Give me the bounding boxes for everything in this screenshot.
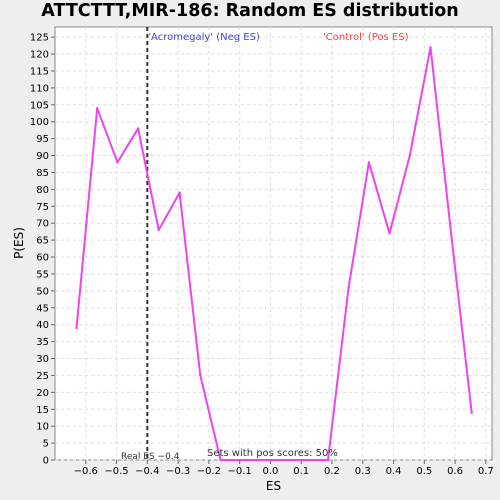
data-point xyxy=(347,286,350,289)
grid xyxy=(55,27,492,461)
y-tick-label: 55 xyxy=(36,269,49,280)
x-tick-label: −0.6 xyxy=(74,466,98,477)
series-points xyxy=(75,46,473,462)
y-tick-label: 20 xyxy=(36,388,49,399)
y-tick-label: 80 xyxy=(36,185,49,196)
y-tick-label: 60 xyxy=(36,253,49,264)
x-tick-label: 0.1 xyxy=(293,466,309,477)
data-point xyxy=(199,374,202,377)
x-tick-label: −0.2 xyxy=(197,466,221,477)
data-point xyxy=(75,326,78,330)
y-tick-label: 45 xyxy=(36,303,49,314)
x-tick-label: −0.3 xyxy=(166,466,190,477)
data-point xyxy=(178,191,181,194)
pos-es-label: 'Control' (Pos ES) xyxy=(323,32,409,43)
data-point xyxy=(429,46,432,49)
y-tick-label: 50 xyxy=(36,286,49,297)
data-point xyxy=(388,232,391,235)
x-tick-label: 0.6 xyxy=(447,466,463,477)
neg-es-label: 'Acromegaly' (Neg ES) xyxy=(148,32,260,43)
y-tick-label: 75 xyxy=(36,202,49,213)
y-tick-label: 85 xyxy=(36,168,49,179)
x-tick-label: 0.5 xyxy=(416,466,432,477)
data-point xyxy=(408,154,412,157)
y-tick-label: 110 xyxy=(30,83,49,94)
x-tick-label: 0.2 xyxy=(324,466,340,477)
data-point xyxy=(367,161,371,164)
y-tick-label: 40 xyxy=(36,320,49,331)
y-tick-label: 125 xyxy=(30,33,49,44)
data-point xyxy=(116,161,119,164)
x-tick-label: −0.4 xyxy=(135,466,159,477)
y-tick-label: 35 xyxy=(36,337,49,348)
data-point xyxy=(219,458,222,462)
y-tick-label: 25 xyxy=(36,371,49,382)
x-axis: −0.6 −0.5 −0.4 −0.3 −0.2 −0.1 0.0 0.1 0.2 0.3 0.4 0… xyxy=(74,460,494,477)
data-point xyxy=(449,232,453,235)
pos-scores-label: Sets with pos scores: 50% xyxy=(207,448,338,459)
real-es-label: Real ES −0.4 xyxy=(121,452,180,462)
x-tick-label: 0.7 xyxy=(478,466,494,477)
x-axis-label: ES xyxy=(266,479,281,493)
y-axis-label: P(ES) xyxy=(12,227,26,259)
data-point xyxy=(470,411,473,414)
data-point xyxy=(95,106,99,110)
y-tick-label: 5 xyxy=(43,439,49,450)
y-tick-label: 0 xyxy=(43,456,49,467)
data-point xyxy=(157,228,160,232)
y-tick-label: 105 xyxy=(30,100,49,111)
y-tick-label: 65 xyxy=(36,236,49,247)
data-point xyxy=(136,127,140,130)
chart-title: ATTCTTT,MIR-186: Random ES distribution xyxy=(41,1,459,21)
y-axis: 0 5 10 15 20 25 30 35 40 45 50 55 60 65 70 75 80 85 90 95 10… xyxy=(30,33,55,467)
y-tick-label: 120 xyxy=(30,50,49,61)
x-tick-label: 0.4 xyxy=(386,466,402,477)
y-tick-label: 95 xyxy=(36,134,49,145)
plot-area xyxy=(54,26,493,461)
x-tick-label: −0.1 xyxy=(227,466,251,477)
y-tick-label: 70 xyxy=(36,219,49,230)
x-tick-label: 0.3 xyxy=(355,466,371,477)
y-tick-label: 100 xyxy=(30,117,49,128)
x-tick-label: −0.5 xyxy=(104,466,128,477)
y-tick-label: 115 xyxy=(30,66,49,77)
y-tick-label: 30 xyxy=(36,354,49,365)
x-tick-label: 0.0 xyxy=(262,466,278,477)
series-line xyxy=(75,46,473,461)
data-point xyxy=(326,458,330,462)
y-tick-label: 15 xyxy=(36,405,49,416)
y-tick-label: 90 xyxy=(36,151,49,162)
y-tick-label: 10 xyxy=(36,422,49,433)
